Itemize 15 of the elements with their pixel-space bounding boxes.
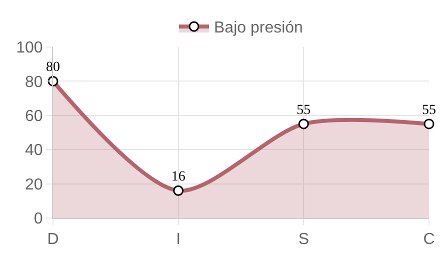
data-label: 16	[171, 170, 186, 185]
x-tick-label: I	[176, 231, 181, 248]
x-tick-label: D	[47, 231, 59, 248]
data-label: 80	[46, 60, 60, 76]
legend-label: Bajo presión	[214, 20, 303, 37]
y-tick-label: 40	[25, 142, 43, 160]
y-tick-label: 0	[34, 210, 43, 228]
data-label: 55	[422, 102, 436, 118]
y-tick-label: 20	[25, 176, 43, 194]
data-label: 55	[296, 102, 311, 118]
x-tick-label: S	[298, 231, 310, 248]
x-tick-label: C	[423, 231, 435, 248]
y-tick-label: 80	[25, 74, 43, 91]
y-tick-label: 60	[25, 108, 43, 125]
y-tick-label: 100	[16, 40, 43, 57]
